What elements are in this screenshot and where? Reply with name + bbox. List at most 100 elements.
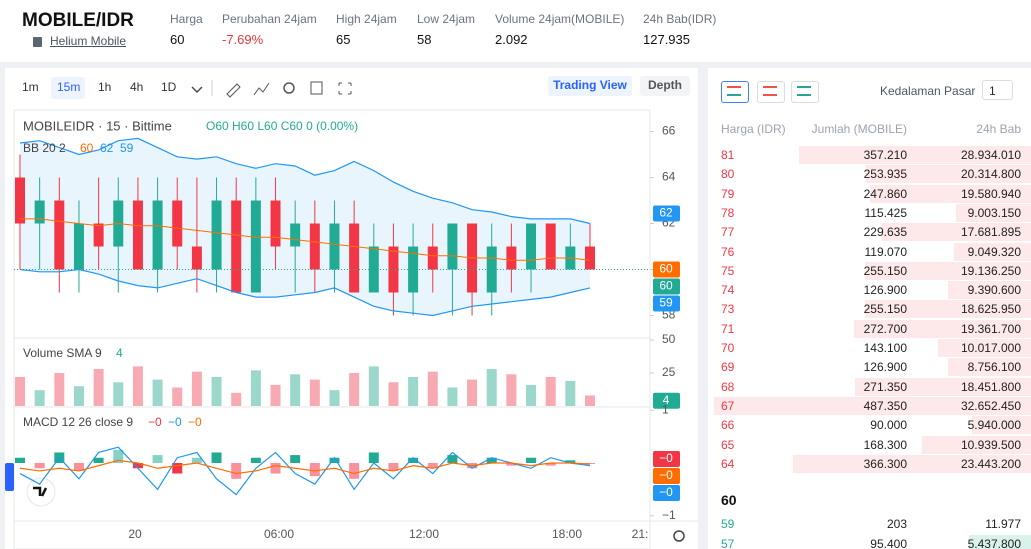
stat-value: 60 bbox=[170, 32, 185, 47]
macd-bar bbox=[447, 455, 458, 463]
save-icon[interactable] bbox=[310, 81, 323, 95]
price-badge-label: −0 bbox=[659, 468, 673, 482]
column-header: 24h Bab bbox=[976, 122, 1021, 136]
signal-line bbox=[19, 459, 591, 475]
interval-button[interactable]: 15m bbox=[57, 80, 80, 94]
macd-bar bbox=[172, 463, 183, 474]
price-cell: 77 bbox=[721, 225, 735, 240]
price-cell: 67 bbox=[721, 398, 735, 413]
price-cell: 79 bbox=[721, 186, 735, 201]
chart-title: MOBILEIDR · 15 · Bittime bbox=[23, 118, 172, 133]
column-header: Harga (IDR) bbox=[721, 122, 786, 136]
view-tab[interactable]: Depth bbox=[648, 78, 682, 92]
price-cell: 69 bbox=[721, 360, 735, 375]
candle-body bbox=[54, 200, 65, 270]
candle-body bbox=[191, 246, 202, 270]
stat-label: Harga bbox=[170, 12, 203, 26]
price-cell: 70 bbox=[721, 341, 735, 355]
candle-body bbox=[585, 246, 595, 270]
price-badge bbox=[653, 205, 680, 222]
price-badge-label: 59 bbox=[659, 296, 673, 310]
stat-value: 58 bbox=[417, 32, 432, 47]
price-cell: 80 bbox=[721, 167, 735, 182]
amount-cell: 126.900 bbox=[863, 360, 907, 375]
candle-body bbox=[290, 223, 301, 247]
price-cell: 57 bbox=[721, 537, 735, 549]
settings-icon[interactable] bbox=[283, 82, 295, 94]
volume-bar bbox=[565, 380, 576, 406]
stat-value: 127.935 bbox=[643, 32, 690, 47]
stat-label: 24h Bab(IDR) bbox=[643, 12, 717, 26]
volume-bar bbox=[447, 387, 458, 406]
interval-button[interactable]: 1h bbox=[98, 80, 111, 94]
price-badge-label: 60 bbox=[659, 262, 673, 276]
candle-body bbox=[270, 200, 281, 247]
volume-bar bbox=[545, 376, 556, 406]
view-tab[interactable]: Trading View bbox=[553, 78, 627, 92]
price-cell: 66 bbox=[721, 418, 735, 433]
indicator-icon[interactable] bbox=[253, 82, 270, 96]
price-badge-label: 62 bbox=[659, 206, 673, 220]
amount-cell: 272.700 bbox=[863, 321, 907, 336]
depth-bar bbox=[869, 184, 1031, 203]
x-tick-label: 20 bbox=[128, 527, 142, 541]
interval-button[interactable]: 1m bbox=[22, 80, 39, 94]
depth-bar bbox=[865, 300, 1031, 319]
precision-select[interactable]: 1 bbox=[982, 80, 1013, 100]
x-tick-label: 18:00 bbox=[552, 527, 582, 541]
total-cell: 19.136.250 bbox=[960, 263, 1021, 278]
x-tick-label: 21: bbox=[632, 527, 649, 541]
candle-body bbox=[132, 200, 143, 270]
total-cell: 20.314.800 bbox=[960, 167, 1021, 182]
stat-value: 2.092 bbox=[495, 32, 528, 47]
interval-button[interactable]: 4h bbox=[130, 80, 143, 94]
amount-cell: 126.900 bbox=[863, 283, 907, 298]
volume-bar bbox=[329, 390, 340, 406]
volume-bar bbox=[349, 373, 360, 406]
view-asks[interactable] bbox=[757, 81, 785, 103]
volume-bar bbox=[54, 373, 65, 406]
x-tick-label: 12:00 bbox=[409, 527, 439, 541]
volume-title: Volume SMA 9 bbox=[23, 346, 102, 360]
price-cell: 73 bbox=[721, 302, 735, 317]
axis-settings[interactable] bbox=[673, 530, 685, 542]
tv-logo-mark bbox=[33, 486, 48, 497]
volume-bar bbox=[152, 379, 163, 406]
mid-price: 60 bbox=[721, 492, 737, 508]
view-both[interactable] bbox=[721, 81, 749, 103]
depth-bar bbox=[972, 416, 1031, 435]
stat-label: Low 24jam bbox=[417, 12, 476, 26]
icon-asks bbox=[763, 86, 777, 96]
total-cell: 9.003.150 bbox=[967, 205, 1021, 220]
price-badge bbox=[653, 392, 680, 409]
depth-bar bbox=[865, 165, 1031, 184]
total-cell: 10.939.500 bbox=[960, 437, 1021, 452]
bb-upper bbox=[19, 137, 591, 225]
candle-body bbox=[349, 223, 360, 293]
macd-bar bbox=[113, 449, 124, 463]
price-badge bbox=[653, 295, 680, 312]
price-cell: 76 bbox=[721, 244, 735, 259]
macd-bar bbox=[526, 457, 537, 463]
volume-bar bbox=[73, 386, 84, 406]
coin-link[interactable]: Helium Mobile bbox=[50, 34, 127, 48]
candle-body bbox=[447, 223, 458, 270]
view-tab-bg bbox=[548, 76, 632, 96]
amount-cell: 271.350 bbox=[863, 379, 907, 394]
price-cell: 71 bbox=[721, 321, 735, 336]
icon-both bbox=[727, 86, 741, 96]
side-toggle[interactable] bbox=[5, 463, 14, 491]
interval-button[interactable]: 1D bbox=[161, 80, 177, 94]
depth-bar bbox=[948, 358, 1031, 377]
price-cell: 59 bbox=[721, 517, 735, 531]
interval-dropdown[interactable] bbox=[191, 86, 203, 93]
draw-tool-icon[interactable] bbox=[226, 83, 241, 98]
candle-body bbox=[93, 223, 104, 247]
view-bids[interactable] bbox=[791, 81, 819, 103]
amount-cell: 203 bbox=[886, 517, 907, 531]
fullscreen-icon[interactable] bbox=[338, 82, 352, 95]
price-cell: 75 bbox=[721, 263, 735, 278]
depth-bar bbox=[792, 454, 1031, 473]
depth-bar bbox=[948, 281, 1031, 300]
